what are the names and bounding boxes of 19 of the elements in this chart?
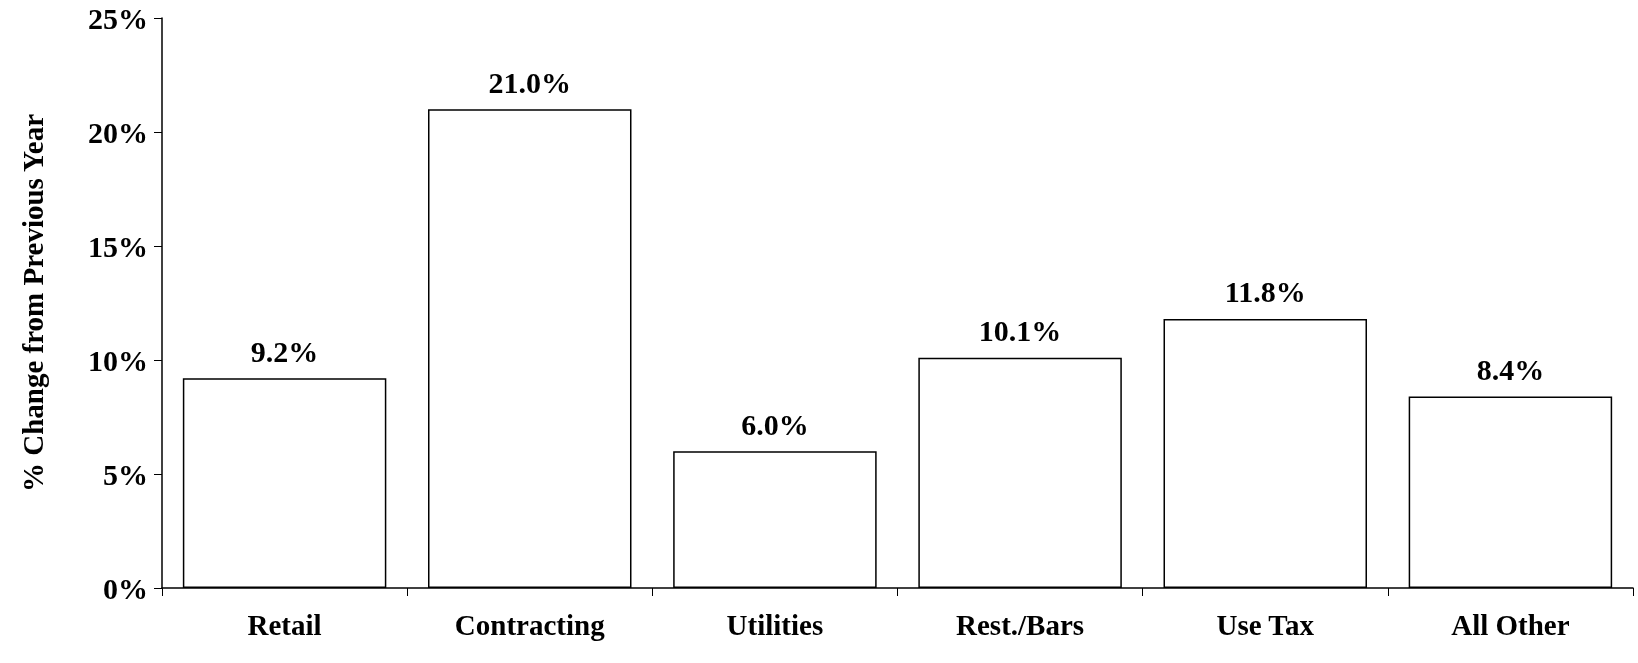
data-label: 11.8% bbox=[1224, 275, 1306, 309]
x-tick-label: Utilities bbox=[726, 608, 824, 641]
data-label: 8.4% bbox=[1476, 352, 1545, 386]
x-tick-label: Rest./Bars bbox=[956, 608, 1085, 641]
y-tick-label: 0% bbox=[103, 571, 148, 605]
data-label: 9.2% bbox=[250, 334, 319, 368]
y-tick-label: 20% bbox=[88, 115, 148, 149]
data-label: 6.0% bbox=[741, 407, 809, 441]
x-tick-label: Retail bbox=[247, 608, 322, 641]
y-axis-title: % Change from Previous Year bbox=[16, 113, 49, 493]
x-tick-label: Use Tax bbox=[1216, 608, 1315, 641]
y-tick-label: 15% bbox=[88, 229, 148, 263]
y-tick-label: 5% bbox=[103, 457, 148, 491]
y-tick-label: 25% bbox=[88, 1, 148, 35]
x-tick-label: Contracting bbox=[454, 608, 606, 641]
y-tick-label: 10% bbox=[88, 343, 148, 377]
data-label: 10.1% bbox=[978, 314, 1062, 348]
x-tick-label: All Other bbox=[1451, 608, 1570, 641]
data-label: 21.0% bbox=[488, 65, 571, 99]
